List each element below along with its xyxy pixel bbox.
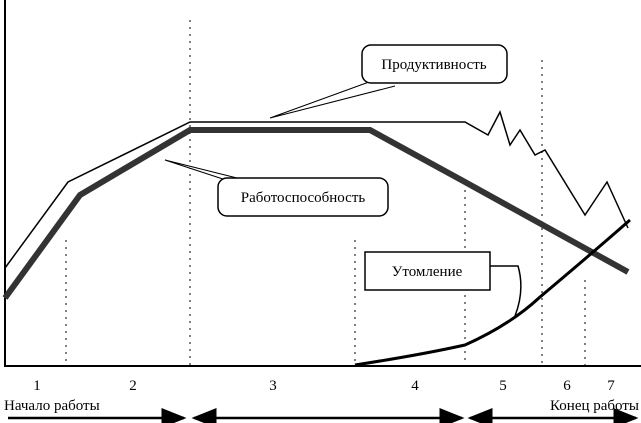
work-capacity-label: Работоспособность — [241, 190, 366, 206]
work-capacity-callout-pointer — [164, 159, 246, 183]
start-label: Начало работы — [4, 398, 100, 414]
fatigue-pointer — [490, 265, 522, 317]
phase-labels: 1 2 3 4 5 6 7 — [33, 378, 615, 394]
end-label: Конец работы — [550, 398, 639, 414]
phase-label: 3 — [269, 378, 277, 394]
phase-dividers — [65, 20, 586, 366]
fatigue-curve — [354, 218, 631, 367]
productivity-label: Продуктивность — [381, 57, 486, 73]
phase-label: 7 — [607, 378, 615, 394]
phase-label: 6 — [563, 378, 571, 394]
productivity-callout — [361, 44, 508, 84]
phase-label: 2 — [129, 378, 137, 394]
phase-label: 5 — [499, 378, 507, 394]
axes — [4, 0, 641, 367]
productivity-callout-pointer — [269, 77, 396, 119]
productivity-curve — [4, 110, 629, 269]
fatigue-box — [364, 251, 491, 291]
work-capacity-callout — [217, 177, 389, 217]
phase-label: 1 — [33, 378, 41, 394]
phase-label: 4 — [411, 378, 419, 394]
work-capacity-curve — [2, 127, 630, 300]
fatigue-label: Утомление — [392, 264, 463, 280]
